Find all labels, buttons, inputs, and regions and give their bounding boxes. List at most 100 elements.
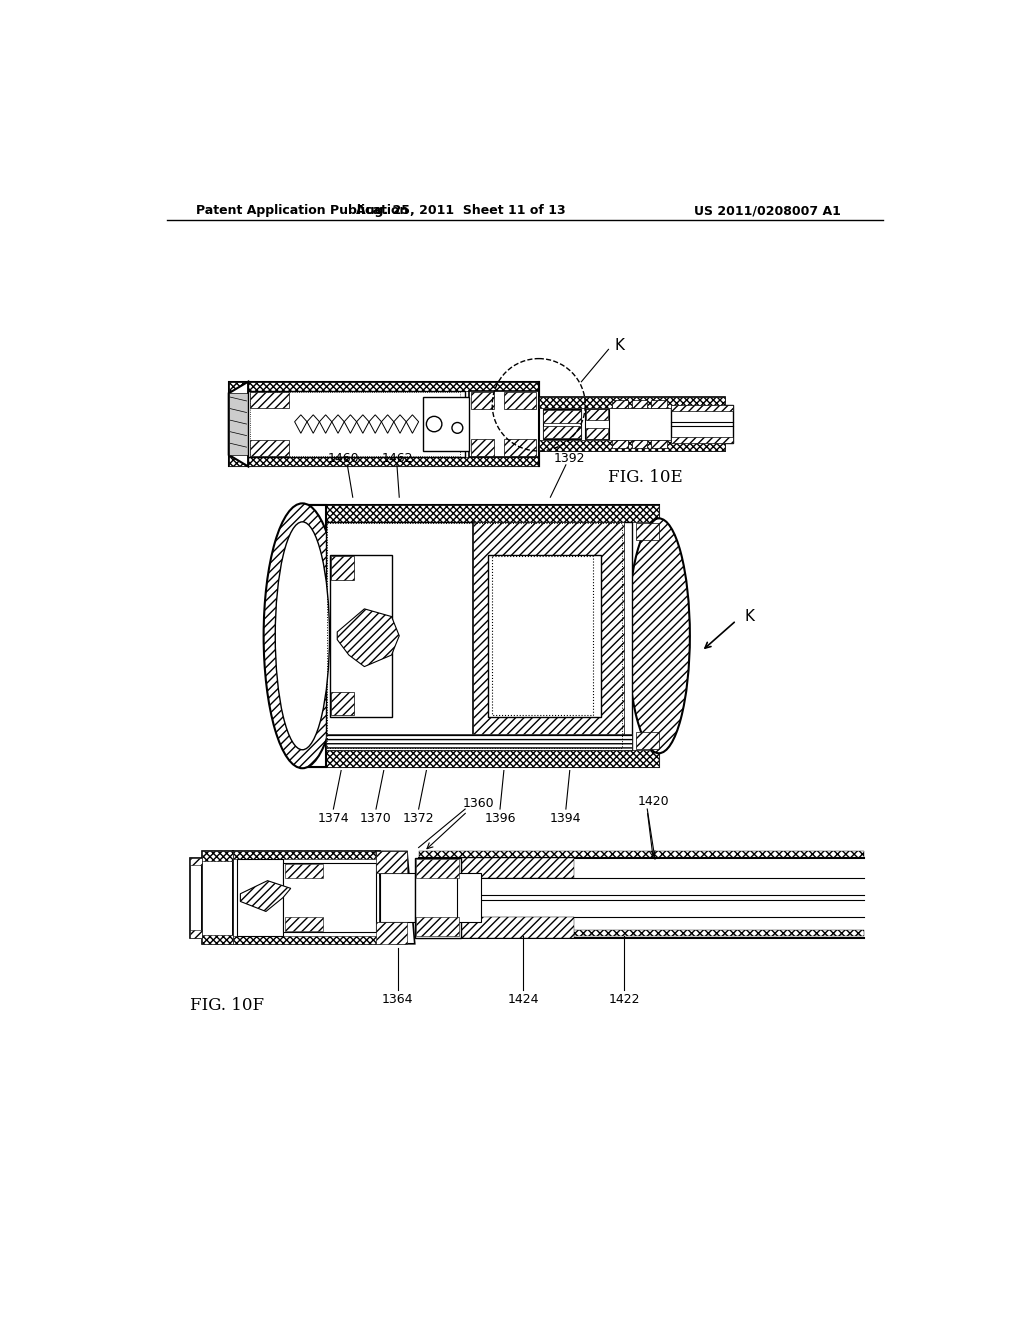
Bar	[285, 865, 324, 878]
Ellipse shape	[275, 521, 330, 750]
Bar	[632, 441, 647, 447]
Bar	[458, 873, 480, 923]
Text: 1364: 1364	[382, 993, 414, 1006]
Text: 1460: 1460	[328, 453, 359, 465]
Bar	[586, 428, 607, 438]
Bar	[544, 411, 581, 422]
Bar	[251, 392, 460, 455]
Bar	[671, 405, 732, 411]
Bar	[202, 851, 232, 944]
Bar	[419, 929, 864, 936]
Text: 1394: 1394	[550, 812, 582, 825]
Polygon shape	[376, 851, 415, 944]
Bar	[632, 400, 647, 408]
Text: US 2011/0208007 A1: US 2011/0208007 A1	[694, 205, 841, 218]
Bar	[612, 400, 628, 408]
Bar	[326, 734, 632, 750]
Bar	[232, 851, 380, 944]
Bar	[232, 851, 380, 859]
Text: Aug. 25, 2011  Sheet 11 of 13: Aug. 25, 2011 Sheet 11 of 13	[356, 205, 566, 218]
Polygon shape	[302, 506, 326, 767]
Bar	[544, 425, 581, 438]
Bar	[651, 441, 667, 447]
Text: 1370: 1370	[360, 812, 392, 825]
Text: 1360: 1360	[463, 797, 495, 810]
Text: 1396: 1396	[484, 812, 516, 825]
Bar	[473, 521, 624, 750]
Bar	[419, 851, 864, 858]
Bar	[202, 851, 232, 861]
Text: 1374: 1374	[317, 812, 349, 825]
Bar	[417, 917, 459, 936]
Ellipse shape	[263, 503, 341, 768]
Text: 1422: 1422	[608, 993, 640, 1006]
Bar	[636, 523, 658, 540]
Bar	[228, 457, 539, 466]
Circle shape	[452, 422, 463, 433]
Bar	[228, 381, 539, 466]
Bar	[539, 397, 725, 408]
Bar	[504, 392, 537, 409]
Polygon shape	[419, 858, 573, 878]
Text: 1372: 1372	[402, 812, 434, 825]
Circle shape	[426, 416, 442, 432]
Bar	[488, 554, 601, 717]
Bar	[469, 391, 539, 457]
Bar	[202, 935, 232, 944]
Bar	[415, 858, 461, 937]
Polygon shape	[228, 381, 248, 466]
Bar	[251, 441, 289, 455]
Bar	[190, 858, 202, 937]
Bar	[248, 391, 465, 457]
Polygon shape	[376, 923, 407, 944]
Bar	[471, 392, 494, 409]
Bar	[302, 750, 658, 767]
Bar	[586, 409, 607, 420]
Bar	[471, 438, 494, 455]
Bar	[328, 524, 622, 748]
Bar	[493, 557, 593, 715]
Bar	[330, 554, 391, 717]
Bar	[651, 400, 667, 408]
Bar	[504, 438, 537, 455]
Bar	[417, 859, 459, 878]
Bar	[237, 859, 283, 936]
Bar	[331, 692, 354, 715]
Polygon shape	[419, 917, 573, 937]
Bar	[190, 858, 202, 866]
Bar	[671, 405, 732, 444]
Text: FIG. 10F: FIG. 10F	[190, 997, 264, 1014]
Text: 1462: 1462	[381, 453, 413, 465]
Bar	[232, 936, 380, 944]
Bar	[285, 917, 324, 931]
Polygon shape	[241, 880, 291, 911]
Bar	[539, 441, 725, 451]
Polygon shape	[376, 851, 407, 873]
Bar	[326, 521, 632, 750]
Text: 1420: 1420	[638, 795, 670, 808]
Ellipse shape	[628, 519, 690, 754]
Bar	[302, 506, 658, 767]
Text: FIG. 10E: FIG. 10E	[608, 470, 683, 487]
Bar	[543, 409, 582, 438]
Bar	[228, 381, 539, 391]
Bar	[671, 437, 732, 444]
Text: K: K	[614, 338, 625, 352]
Bar	[423, 397, 469, 451]
Bar	[539, 397, 725, 451]
Text: Patent Application Publication: Patent Application Publication	[197, 205, 409, 218]
Bar	[302, 506, 658, 521]
Bar	[612, 441, 628, 447]
Bar	[586, 409, 608, 440]
Bar	[331, 557, 354, 579]
Bar	[190, 929, 202, 937]
Bar	[283, 863, 376, 932]
Text: 1392: 1392	[554, 453, 586, 465]
Bar	[251, 392, 289, 408]
Text: K: K	[744, 609, 754, 624]
Text: 1424: 1424	[508, 993, 539, 1006]
Bar	[636, 733, 658, 748]
Bar	[228, 393, 248, 455]
Polygon shape	[337, 609, 399, 667]
Bar	[380, 873, 415, 923]
